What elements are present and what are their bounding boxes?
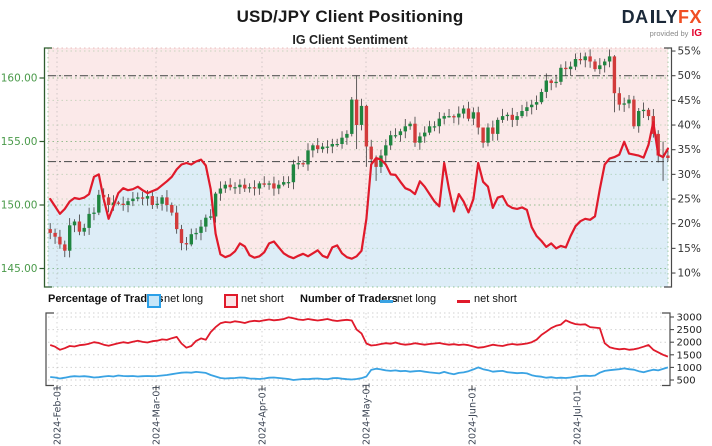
axis-tick-label: 160.00 [1,73,38,85]
bottom-left-spine [45,312,54,387]
legend-net-short-count-label: net short [474,293,517,305]
bottom-right-spine [662,312,671,387]
x-axis-month-label: 2024-Jul-01 [573,390,584,445]
legend-percentage-group-label: Percentage of Traders [48,293,164,305]
x-axis-month-label: 2024-Apr-01 [258,386,269,445]
axis-tick-label: 40% [678,120,701,132]
provided-by-line: provided by IG [649,28,702,39]
legend-number-group-label: Number of Traders [300,293,398,305]
axis-tick-label: 2000 [677,338,702,349]
sentiment-line [49,120,670,260]
axis-tick-label: 10% [678,268,701,280]
logo-fx-text: FX [677,7,702,27]
axis-tick-label: 20% [678,218,701,230]
axis-tick-label: 25% [678,194,701,206]
candlestick-series [48,49,670,258]
x-axis-month-label: 2024-Mar-01 [152,385,163,445]
legend-net-long-count-label: net long [397,293,437,305]
left-axis-spine [43,47,52,288]
net-short-line-icon [457,300,470,303]
axis-tick-label: 155.00 [1,136,38,148]
axis-tick-label: 145.00 [1,263,38,275]
axis-tick-label: 35% [678,144,701,156]
logo-i-bar-icon [650,10,654,23]
axis-tick-label: 45% [678,95,701,107]
axis-tick-label: 50% [678,70,701,82]
net-long-line-icon [380,300,393,303]
axis-tick-label: 2500 [677,325,702,336]
net-long-swatch-icon [147,294,161,308]
legend-net-short-pct-label: net short [241,293,284,305]
chart-legend: Percentage of Traders net long net short… [0,292,712,310]
axis-tick-label: 3000 [677,313,702,324]
axis-tick-label: 55% [678,46,701,58]
x-axis-month-label: 2024-Jun-01 [468,387,479,446]
chart-subtitle: IG Client Sentiment [292,33,408,47]
x-axis-month-label: 2024-Feb-01 [53,385,64,445]
ig-logo: IG [691,28,702,39]
axis-tick-label: 15% [678,243,701,255]
legend-net-long-pct-label: net long [164,293,204,305]
net-long-count-line [50,366,669,381]
axis-tick-label: 500 [677,376,696,387]
right-axis-spine [664,47,673,288]
axis-tick-label: 1500 [677,350,702,361]
net-short-count-line [49,316,669,358]
x-axis-month-label: 2024-May-01 [362,382,373,445]
page-title: USD/JPY Client Positioning [236,7,464,26]
axis-tick-label: 1000 [677,363,702,374]
dailyfx-wordmark: DA LYFX [621,7,702,27]
axis-tick-label: 150.00 [1,200,38,212]
axis-tick-label: 30% [678,169,701,181]
dailyfx-logo: DA LYFX provided by IG [622,8,702,39]
net-short-swatch-icon [224,294,238,308]
